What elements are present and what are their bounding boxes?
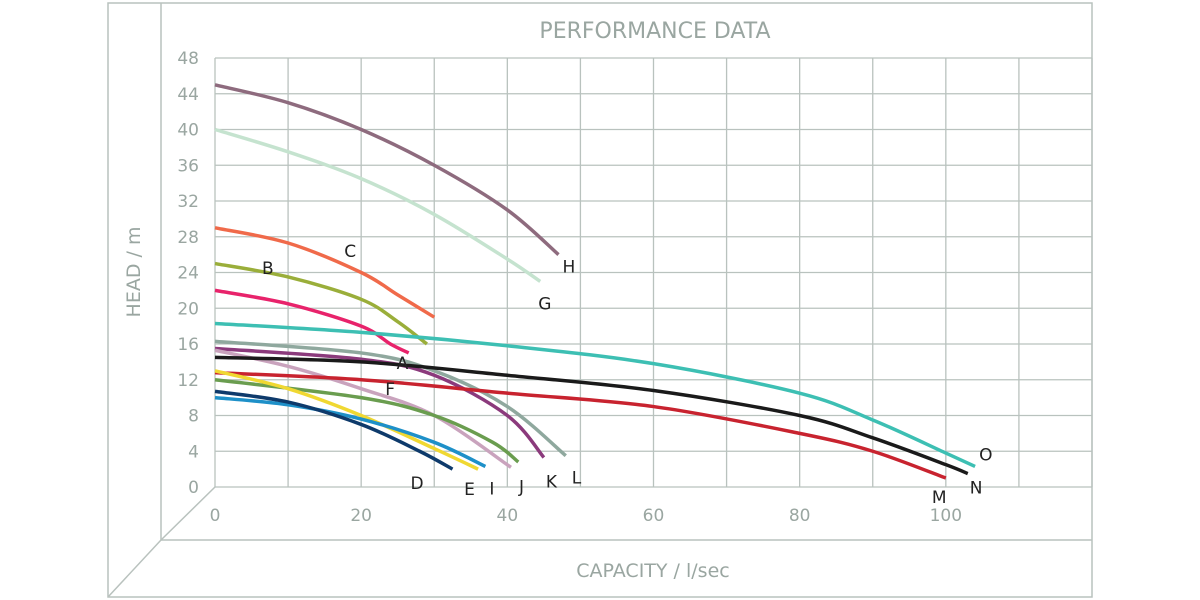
y-tick-label: 48 — [177, 49, 199, 69]
curve-label-G: G — [538, 294, 551, 314]
curve-L — [214, 339, 567, 458]
curve-label-J: J — [518, 477, 524, 497]
curve-label-B: B — [262, 259, 274, 279]
y-tick-label: 20 — [177, 299, 199, 319]
x-tick-label: 20 — [350, 506, 372, 526]
curve-O — [214, 321, 976, 469]
curve-labels: HG C B A O LK J N M F E I D — [262, 242, 993, 508]
x-tick-label: 0 — [210, 506, 221, 526]
y-tick-label: 44 — [177, 85, 199, 105]
curve-label-N: N — [970, 479, 983, 499]
curve-label-E: E — [464, 480, 475, 500]
curve-N — [214, 355, 969, 476]
curve-label-O: O — [979, 445, 992, 465]
curve-label-A: A — [397, 354, 409, 374]
curve-label-K: K — [546, 473, 558, 493]
x-tick-label: 100 — [930, 506, 962, 526]
x-tick-label: 40 — [497, 506, 519, 526]
curve-label-C: C — [344, 242, 356, 262]
y-tick-label: 16 — [177, 335, 199, 355]
y-axis-label: HEAD / m — [123, 227, 145, 318]
curve-M — [214, 370, 947, 480]
curve-B — [214, 261, 429, 346]
curve-H — [214, 83, 560, 256]
chart-title: PERFORMANCE DATA — [539, 19, 770, 44]
y-tick-label: 32 — [177, 192, 199, 212]
x-tick-labels: 0 20 40 60 80 100 — [210, 506, 962, 526]
y-tick-label: 28 — [177, 228, 199, 248]
curve-I — [214, 395, 487, 469]
x-axis-label: CAPACITY / l/sec — [576, 560, 729, 582]
y-tick-label: 24 — [177, 264, 199, 284]
y-tick-label: 36 — [177, 156, 199, 176]
x-tick-label: 60 — [643, 506, 665, 526]
y-tick-label: 40 — [177, 121, 199, 141]
curves — [214, 83, 976, 480]
curve-J — [214, 348, 512, 469]
curve-label-I: I — [489, 479, 494, 499]
curve-label-M: M — [932, 488, 947, 508]
curve-D — [214, 389, 454, 471]
curve-C — [214, 226, 436, 319]
curve-label-D: D — [411, 474, 424, 494]
curve-E — [214, 369, 479, 471]
frame-diagonal-inner — [160, 486, 216, 541]
curve-A — [214, 288, 410, 355]
frame-diagonal-outer — [107, 539, 162, 598]
curve-K — [214, 346, 546, 459]
y-tick-label: 4 — [188, 442, 199, 462]
curve-label-F: F — [385, 380, 395, 400]
curve-label-L: L — [572, 469, 582, 489]
y-tick-label: 12 — [177, 371, 199, 391]
curve-G — [214, 127, 542, 283]
curve-label-H: H — [562, 258, 575, 278]
y-tick-label: 0 — [188, 478, 199, 498]
y-tick-label: 8 — [188, 407, 199, 427]
x-tick-label: 80 — [789, 506, 811, 526]
